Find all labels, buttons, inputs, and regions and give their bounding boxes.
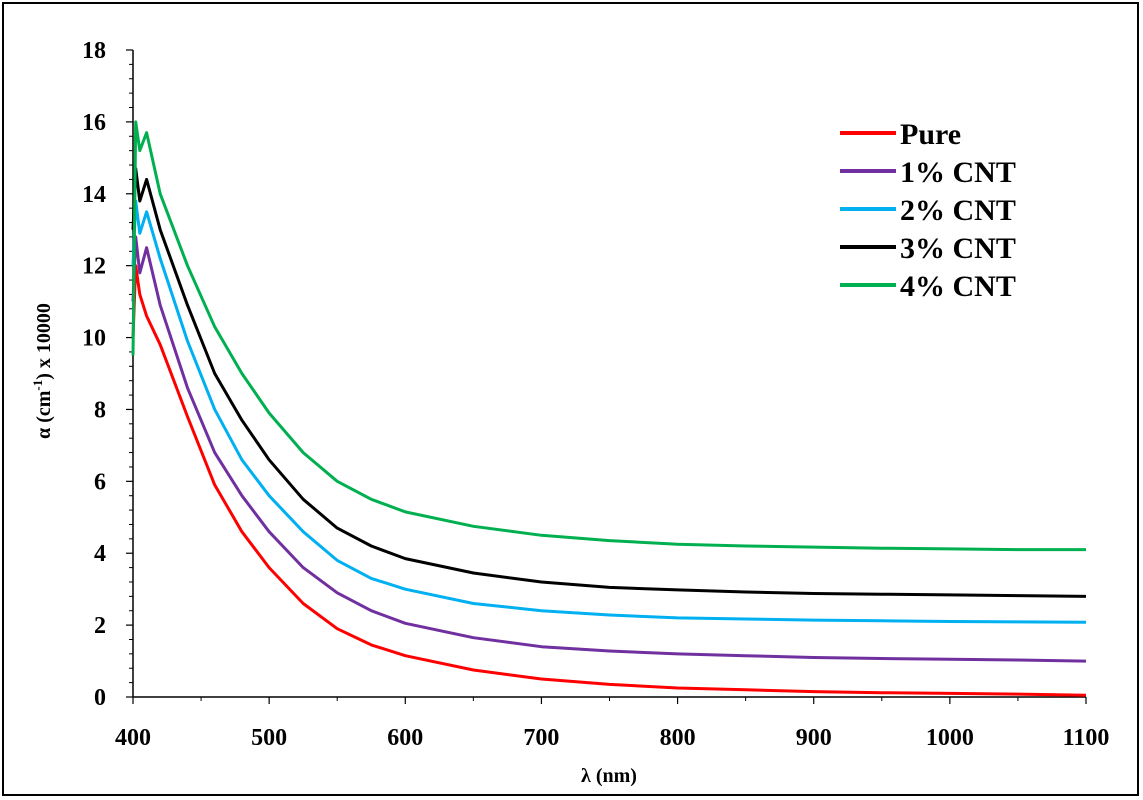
y-tick-label: 0	[94, 685, 106, 711]
legend-label: 3% CNT	[900, 232, 1016, 265]
x-tick-label: 700	[523, 725, 559, 751]
y-axis-title-main: α (cm	[33, 390, 55, 439]
y-tick-label: 10	[82, 326, 106, 352]
y-tick-label: 4	[94, 541, 106, 567]
x-tick-label: 400	[115, 725, 151, 751]
series-line-3-cnt	[131, 167, 1087, 598]
x-tick-label: 800	[660, 725, 696, 751]
x-tick-label: 1100	[1063, 725, 1110, 751]
legend: Pure 1% CNT 2% CNT 3% CNT 4% CNT	[840, 118, 1016, 303]
y-tick-label: 14	[82, 182, 106, 208]
y-tick-label: 6	[94, 469, 106, 495]
legend-label: 1% CNT	[900, 156, 1016, 189]
y-tick-label: 2	[94, 613, 106, 639]
y-axis-title-tail: ) x 10000	[33, 303, 55, 380]
y-tick-label: 18	[82, 38, 106, 64]
axes: 400 500 600 700 800 900 1000 1100 0 2 4 6 8 10 12 14 16 1…	[82, 38, 1109, 751]
x-axis-title: λ (nm)	[581, 765, 637, 787]
legend-label: 2% CNT	[900, 194, 1016, 227]
series-line-4-cnt	[131, 120, 1086, 552]
y-tick-label: 16	[82, 110, 106, 136]
y-tick-label: 8	[94, 397, 106, 423]
x-tick-label: 600	[387, 725, 423, 751]
x-tick-label: 500	[251, 725, 287, 751]
series-line-2-cnt	[131, 199, 1087, 624]
y-tick-label: 12	[82, 254, 106, 280]
x-tick-label: 1000	[926, 725, 974, 751]
series-layer	[131, 120, 1087, 697]
legend-label: Pure	[900, 118, 961, 151]
y-axis-title-superscript: -1	[30, 380, 45, 391]
series-line-pure	[131, 264, 1087, 697]
series-line-1-cnt	[131, 235, 1087, 663]
y-axis-title: α (cm-1) x 10000	[30, 303, 55, 439]
legend-label: 4% CNT	[900, 270, 1016, 303]
x-tick-label: 900	[796, 725, 832, 751]
